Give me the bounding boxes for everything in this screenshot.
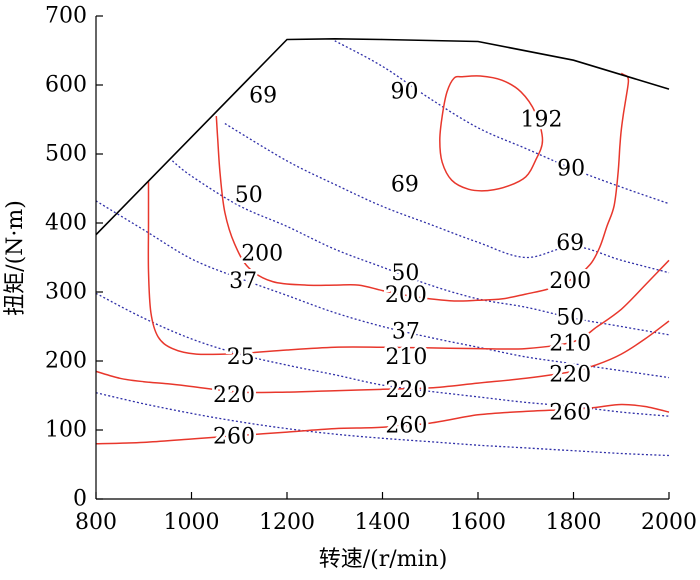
x-tick-label-1600: 1600 <box>450 510 506 535</box>
contour-label-260-21: 260 <box>385 413 427 438</box>
bsfc-contour-260-4 <box>95 403 670 445</box>
x-tick-label-1800: 1800 <box>546 510 602 535</box>
contour-label-69-0: 69 <box>249 84 277 109</box>
contour-label-25-15: 25 <box>227 345 255 370</box>
x-tick-label-1000: 1000 <box>164 510 220 535</box>
contour-label-210-14: 210 <box>549 331 591 356</box>
bsfc-contour-192-0 <box>439 75 544 192</box>
contour-label-220-18: 220 <box>213 383 255 408</box>
y-tick-label-0: 0 <box>73 487 87 512</box>
contour-label-37-13: 37 <box>392 320 420 345</box>
torque-envelope-group <box>95 37 670 236</box>
power-contour-25-4 <box>95 292 670 417</box>
contour-label-50-5: 50 <box>235 183 263 208</box>
contour-label-69-6: 69 <box>556 231 584 256</box>
contour-label-192-2: 192 <box>521 108 563 133</box>
x-tick-label-2000: 2000 <box>641 510 697 535</box>
axes-group: 800 1000 1200 1400 1600 1800 2000 0 100 200 300 400… <box>45 4 697 536</box>
x-tick-label-800: 800 <box>75 510 117 535</box>
y-tick-label-500: 500 <box>45 142 87 167</box>
y-tick-label-100: 100 <box>45 418 87 443</box>
contour-label-200-11: 200 <box>385 283 427 308</box>
power-contour-90-0 <box>334 40 670 205</box>
bsfc-contour-210-2 <box>147 181 670 356</box>
bsfc-contour-220-3 <box>95 320 670 394</box>
contour-label-90-3: 90 <box>557 157 585 182</box>
contour-label-50-12: 50 <box>556 306 584 331</box>
y-tick-label-300: 300 <box>45 280 87 305</box>
y-axis-title: 扭矩/(N·m) <box>3 200 28 316</box>
x-axis-title: 转速/(r/min) <box>319 547 448 572</box>
y-tick-label-200: 200 <box>45 349 87 374</box>
power-contour-group <box>95 40 670 457</box>
power-contour-unlabeled-5 <box>95 392 670 457</box>
contour-label-50-9: 50 <box>391 261 419 286</box>
contour-label-260-20: 260 <box>549 400 591 425</box>
bsfc-contour-200-1 <box>215 72 630 302</box>
y-tick-label-700: 700 <box>45 4 87 29</box>
contour-label-69-4: 69 <box>391 173 419 198</box>
contour-label-200-10: 200 <box>549 269 591 294</box>
contour-label-37-8: 37 <box>229 269 257 294</box>
contour-label-220-19: 220 <box>385 378 427 403</box>
x-tick-label-1400: 1400 <box>355 510 411 535</box>
contour-label-210-16: 210 <box>385 345 427 370</box>
power-contour-69-1 <box>224 123 670 274</box>
y-tick-label-600: 600 <box>45 73 87 98</box>
x-tick-label-1200: 1200 <box>259 510 315 535</box>
y-tick-label-400: 400 <box>45 211 87 236</box>
contour-label-220-17: 220 <box>549 362 591 387</box>
max-torque-envelope-line <box>95 37 670 236</box>
contour-label-200-7: 200 <box>241 242 283 267</box>
power-contour-50-2 <box>171 160 670 336</box>
contour-label-260-22: 260 <box>213 424 255 449</box>
power-contour-37-3 <box>95 200 670 379</box>
bsfc-contour-group <box>95 72 670 445</box>
contour-label-90-1: 90 <box>391 79 419 104</box>
